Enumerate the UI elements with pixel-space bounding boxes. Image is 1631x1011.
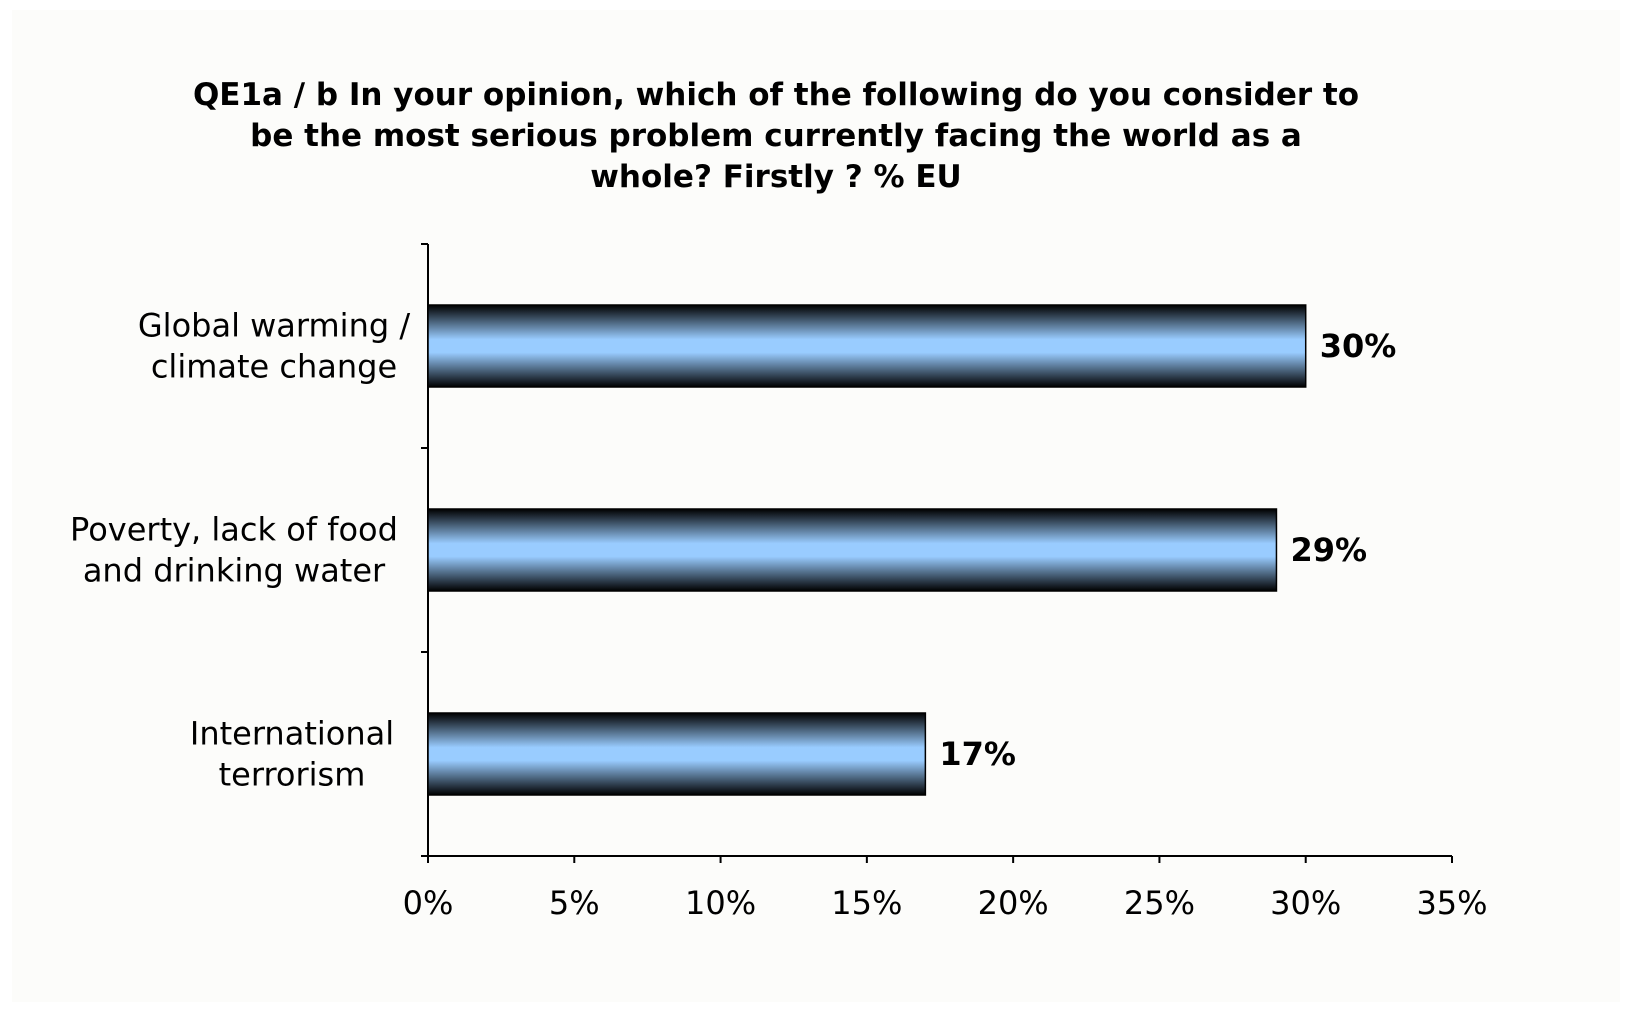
x-tick-label: 30% <box>1270 884 1341 922</box>
x-tick-label: 35% <box>1416 884 1487 922</box>
x-tick-label: 10% <box>685 884 756 922</box>
bar <box>427 508 1278 592</box>
category-label: and drinking water <box>83 552 386 590</box>
data-label: 29% <box>1290 531 1367 569</box>
x-tick-label: 15% <box>831 884 902 922</box>
data-label: 17% <box>939 735 1016 773</box>
x-tick-label: 20% <box>978 884 1049 922</box>
category-label: International <box>190 715 394 753</box>
chart-title: QE1a / b In your opinion, which of the f… <box>193 77 1359 195</box>
category-label: climate change <box>151 348 397 386</box>
x-tick-label: 25% <box>1124 884 1195 922</box>
bar <box>427 304 1307 388</box>
data-labels: 30% 29% 17% <box>939 327 1396 773</box>
bar <box>427 712 927 796</box>
category-label: terrorism <box>219 756 366 794</box>
chart-title-line: be the most serious problem currently fa… <box>250 118 1302 154</box>
chart-title-line: QE1a / b In your opinion, which of the f… <box>193 77 1359 113</box>
bars <box>427 304 1307 796</box>
category-labels: Global warming /climate change Poverty, l… <box>70 307 410 794</box>
data-label: 30% <box>1320 327 1397 365</box>
chart-title-line: whole? Firstly ? % EU <box>590 159 961 195</box>
bar-chart: QE1a / b In your opinion, which of the f… <box>70 77 1488 922</box>
x-tick-label: 5% <box>549 884 600 922</box>
chart-panel: QE1a / b In your opinion, which of the f… <box>12 10 1620 1002</box>
category-label: Global warming / <box>138 307 410 345</box>
x-tick-label: 0% <box>403 884 454 922</box>
category-label: Poverty, lack of food <box>70 511 398 549</box>
x-tick-labels: 0% 5% 10% 15% 20% 25% 30% 35% <box>403 884 1488 922</box>
